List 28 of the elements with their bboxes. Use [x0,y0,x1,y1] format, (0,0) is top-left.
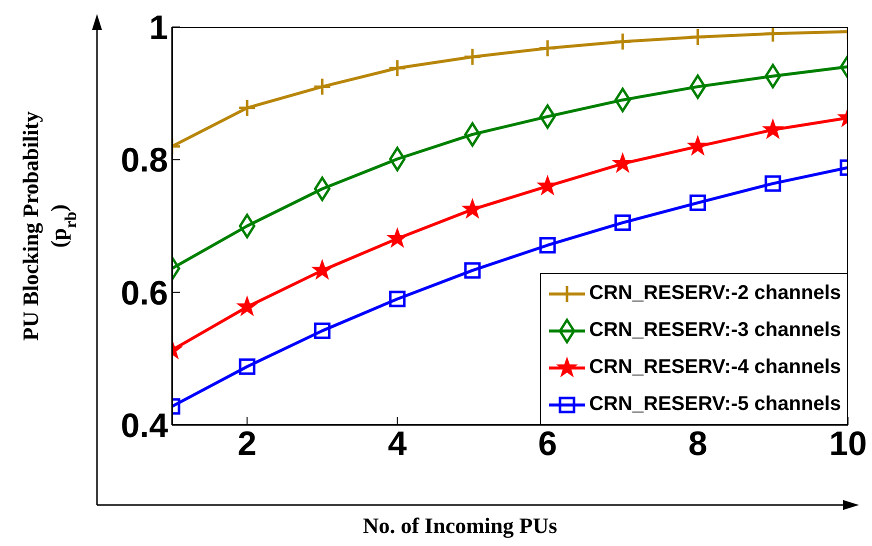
point [688,136,708,155]
legend-label: CRN_RESERV:-2 channels [589,282,841,305]
x-tick-label: 10 [829,425,867,464]
y-tick-label: 0.8 [120,142,168,180]
legend-label: CRN_RESERV:-4 channels [589,356,841,379]
x-tick-label: 6 [538,425,558,464]
point [690,194,706,212]
point [762,119,783,138]
point [312,260,332,280]
point [464,262,481,279]
y-tick-label: 1 [149,9,168,48]
point [539,236,556,254]
point [238,358,256,375]
point [612,153,633,172]
x-tick-label: 8 [688,425,708,464]
x-tick-label: 4 [388,425,407,464]
point [314,322,330,340]
x-tick-label: 2 [238,425,257,464]
point [764,175,782,192]
point [389,290,406,308]
point [387,228,408,248]
y-tick-label: 0.6 [120,274,168,312]
y-tick-label: 0.4 [120,407,168,446]
legend-label: CRN_RESERV:-3 channels [589,319,841,342]
point [237,296,258,316]
x-axis-title: No. of Incoming PUs [362,513,558,538]
point [614,214,631,231]
legend-label: CRN_RESERV:-5 channels [589,393,841,416]
